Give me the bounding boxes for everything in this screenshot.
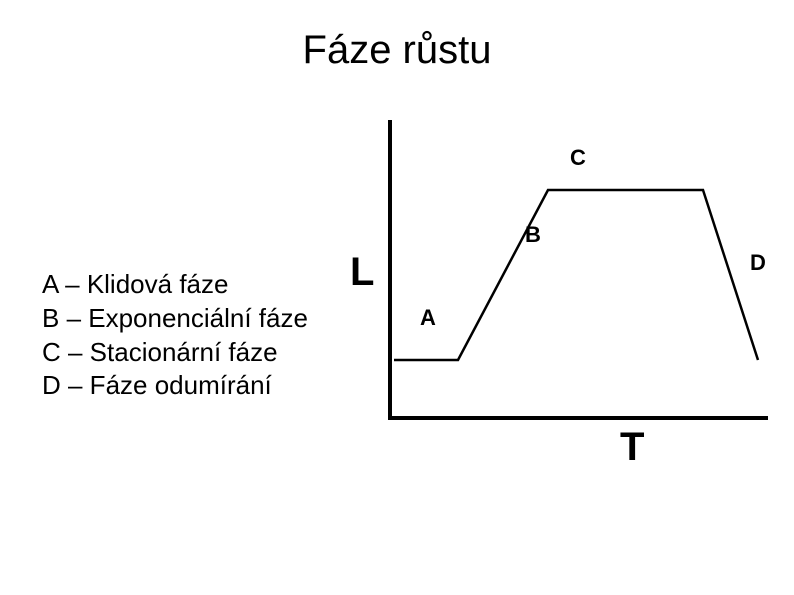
legend-block: A – Klidová fáze B – Exponenciální fáze …: [42, 268, 308, 403]
phase-label-b: B: [525, 222, 541, 248]
legend-item-a: A – Klidová fáze: [42, 268, 308, 302]
legend-item-c: C – Stacionární fáze: [42, 336, 308, 370]
phase-label-d: D: [750, 250, 766, 276]
phase-label-c: C: [570, 145, 586, 171]
growth-curve: [394, 190, 758, 360]
legend-item-b: B – Exponenciální fáze: [42, 302, 308, 336]
legend-item-d: D – Fáze odumírání: [42, 369, 308, 403]
x-axis-label: T: [620, 425, 644, 470]
page-title: Fáze růstu: [0, 28, 794, 73]
phase-label-a: A: [420, 305, 436, 331]
y-axis-label: L: [350, 250, 374, 295]
